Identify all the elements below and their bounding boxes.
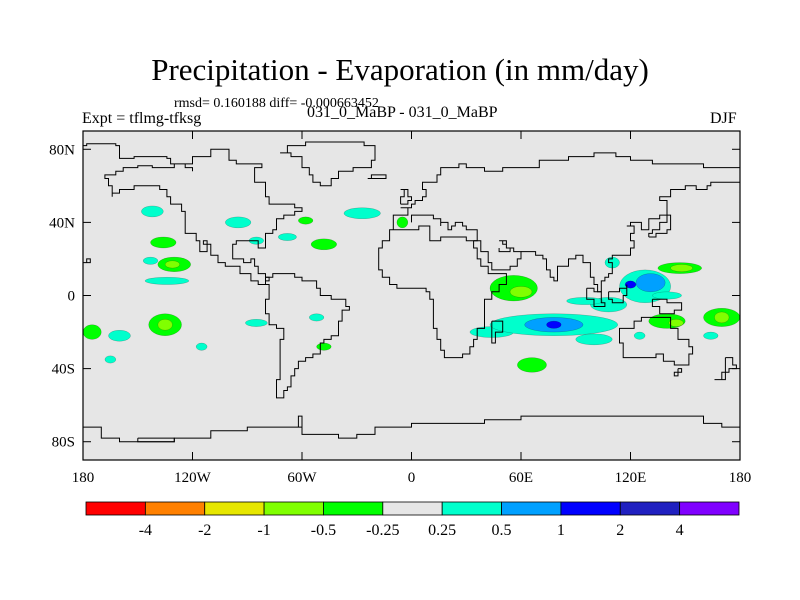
x-tick-label: 180 bbox=[729, 470, 752, 486]
contour-region bbox=[668, 319, 684, 327]
contour-region bbox=[703, 331, 719, 340]
coastline bbox=[586, 287, 606, 307]
contour-region bbox=[309, 313, 325, 322]
contour-region bbox=[566, 297, 604, 305]
colorbar-label: 0.5 bbox=[492, 522, 512, 539]
contour-region bbox=[316, 342, 332, 351]
coastline bbox=[473, 240, 522, 271]
coastlines bbox=[83, 141, 740, 443]
coastline bbox=[411, 214, 478, 242]
colorbar-label: 0.25 bbox=[428, 522, 456, 539]
coastline bbox=[491, 320, 504, 344]
colorbar-label: -2 bbox=[198, 522, 211, 539]
coastline bbox=[400, 189, 412, 205]
contour-region bbox=[108, 330, 131, 342]
y-tick-label: 0 bbox=[68, 289, 76, 305]
colorbar-label: -0.5 bbox=[311, 522, 336, 539]
contour-region bbox=[164, 260, 180, 269]
contour-region bbox=[310, 238, 337, 250]
x-tick-label: 60E bbox=[509, 470, 533, 486]
contour-region bbox=[298, 216, 314, 225]
coastline bbox=[521, 174, 740, 293]
colorbar-swatch bbox=[441, 501, 502, 516]
contour-region bbox=[343, 207, 381, 219]
contour-region bbox=[714, 311, 730, 324]
contour-region bbox=[157, 319, 173, 331]
colorbar-label: -1 bbox=[257, 522, 270, 539]
contour-region bbox=[278, 233, 297, 241]
x-tick-label: 120W bbox=[174, 470, 212, 486]
colorbar-swatch bbox=[323, 501, 384, 516]
contour-region bbox=[517, 357, 547, 373]
colorbar-swatch bbox=[263, 501, 324, 516]
colorbar-label: 2 bbox=[616, 522, 624, 539]
y-tick-label: 40S bbox=[52, 362, 75, 378]
x-tick-label: 0 bbox=[408, 470, 416, 486]
contour-region bbox=[144, 277, 190, 285]
coastline bbox=[619, 316, 694, 366]
colorbar-label: 4 bbox=[676, 522, 684, 539]
colorbar-swatch bbox=[382, 501, 443, 516]
colorbar-label: 1 bbox=[557, 522, 565, 539]
coastline bbox=[83, 143, 303, 285]
season-label: DJF bbox=[710, 110, 737, 127]
axis-ticks: 180 120W 60W 0 60E 120E 180 80N 40N 0 40S 80S bbox=[49, 131, 751, 486]
coastline bbox=[648, 214, 672, 238]
colorbar-label: -0.25 bbox=[366, 522, 399, 539]
contour-region bbox=[245, 319, 268, 327]
coastline bbox=[392, 152, 740, 230]
contour-region bbox=[104, 355, 117, 364]
contour-region bbox=[546, 320, 562, 329]
colorbar-swatch bbox=[560, 501, 621, 516]
x-tick-label: 180 bbox=[72, 470, 95, 486]
run-comparison-label: 031_0_MaBP - 031_0_MaBP bbox=[307, 104, 498, 121]
y-tick-label: 80S bbox=[52, 435, 75, 451]
stats-line: rmsd= 0.160188 diff= -0.000663452 bbox=[174, 96, 379, 111]
contour-region bbox=[634, 331, 646, 340]
contour-region bbox=[509, 286, 533, 298]
colorbar: -4 -2 -1 -0.5 -0.25 0.25 0.5 1 2 4 bbox=[85, 501, 740, 539]
x-tick-label: 60W bbox=[287, 470, 317, 486]
contour-region bbox=[83, 324, 102, 340]
colorbar-swatch bbox=[619, 501, 681, 516]
coastline bbox=[378, 225, 507, 359]
coastline bbox=[608, 284, 628, 304]
contour-region bbox=[143, 256, 158, 265]
coastline bbox=[367, 174, 387, 179]
contour-region bbox=[670, 264, 693, 272]
experiment-label: Expt = tflmg-tfksg bbox=[82, 110, 202, 127]
contour-region bbox=[575, 333, 613, 345]
contour-region bbox=[396, 216, 408, 229]
colorbar-swatch bbox=[85, 501, 146, 516]
contour-region bbox=[635, 273, 666, 292]
colorbar-swatch bbox=[144, 501, 206, 516]
colorbar-swatch bbox=[679, 501, 740, 516]
y-tick-label: 40N bbox=[49, 215, 75, 231]
y-tick-label: 80N bbox=[49, 142, 75, 158]
contour-region bbox=[141, 205, 164, 218]
coastline bbox=[651, 298, 683, 315]
coastline bbox=[265, 273, 350, 399]
contour-region bbox=[195, 342, 208, 351]
colorbar-swatch bbox=[204, 501, 265, 516]
contour-region bbox=[652, 291, 682, 300]
coastline bbox=[280, 141, 376, 187]
coastline bbox=[83, 258, 91, 264]
contour-region bbox=[150, 236, 177, 249]
contour-region bbox=[624, 280, 637, 289]
contour-region bbox=[225, 216, 252, 229]
colorbar-swatch bbox=[501, 501, 562, 516]
x-tick-label: 120E bbox=[615, 470, 647, 486]
coastline bbox=[714, 357, 737, 381]
coastline bbox=[137, 437, 175, 443]
coastline bbox=[673, 368, 683, 377]
colorbar-label: -4 bbox=[139, 522, 152, 539]
chart-title: Precipitation - Evaporation (in mm/day) bbox=[151, 52, 649, 87]
contour-fills bbox=[83, 205, 740, 373]
